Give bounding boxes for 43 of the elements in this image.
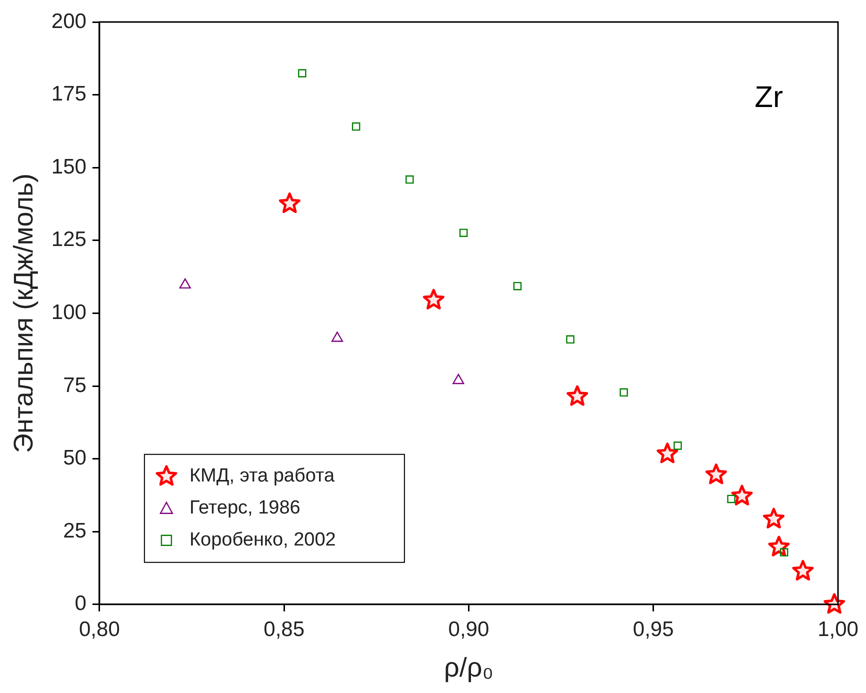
y-tick-label: 50 bbox=[63, 446, 86, 470]
x-tick-label: 0,90 bbox=[448, 618, 490, 641]
point bbox=[179, 278, 191, 289]
point bbox=[656, 442, 678, 464]
legend-label: Коробенко, 2002 bbox=[189, 530, 336, 551]
point bbox=[768, 536, 790, 556]
x-tick-label: 1,00 bbox=[818, 618, 858, 641]
y-tick-label: 100 bbox=[51, 300, 86, 324]
point bbox=[278, 192, 300, 214]
point bbox=[727, 494, 736, 504]
x-axis-title: ρ/ρ₀ bbox=[444, 652, 494, 682]
x-tick-label: 0,85 bbox=[264, 618, 305, 641]
point bbox=[298, 69, 306, 78]
point bbox=[422, 288, 444, 310]
point bbox=[406, 175, 414, 184]
y-tick-label: 125 bbox=[51, 228, 86, 252]
point bbox=[452, 374, 464, 384]
y-axis-title: Энтальпия (кДж/моль) bbox=[8, 173, 39, 453]
point bbox=[731, 484, 753, 506]
y-tick-label: 0 bbox=[74, 592, 86, 616]
y-tick-label: 75 bbox=[63, 374, 86, 397]
legend-label: КМД, эта работа bbox=[189, 466, 336, 487]
point bbox=[792, 560, 814, 581]
point bbox=[352, 122, 360, 131]
y-tick-label: 200 bbox=[51, 10, 86, 33]
point bbox=[620, 388, 628, 397]
point bbox=[331, 332, 344, 342]
y-tick-label: 175 bbox=[51, 82, 86, 106]
x-tick-label: 0,95 bbox=[632, 618, 674, 641]
legend-label: Гетерс, 1986 bbox=[189, 498, 300, 519]
y-tick-label: 25 bbox=[63, 519, 86, 542]
point bbox=[780, 548, 788, 556]
y-tick-label: 150 bbox=[51, 155, 86, 178]
point bbox=[566, 335, 574, 344]
point bbox=[705, 464, 727, 484]
point bbox=[824, 593, 846, 614]
point bbox=[762, 508, 785, 528]
point bbox=[513, 282, 522, 290]
x-tick-label: 0,80 bbox=[79, 618, 120, 641]
annotation: Zr bbox=[754, 81, 783, 114]
point bbox=[566, 385, 588, 406]
point bbox=[459, 228, 468, 237]
point bbox=[674, 442, 682, 450]
